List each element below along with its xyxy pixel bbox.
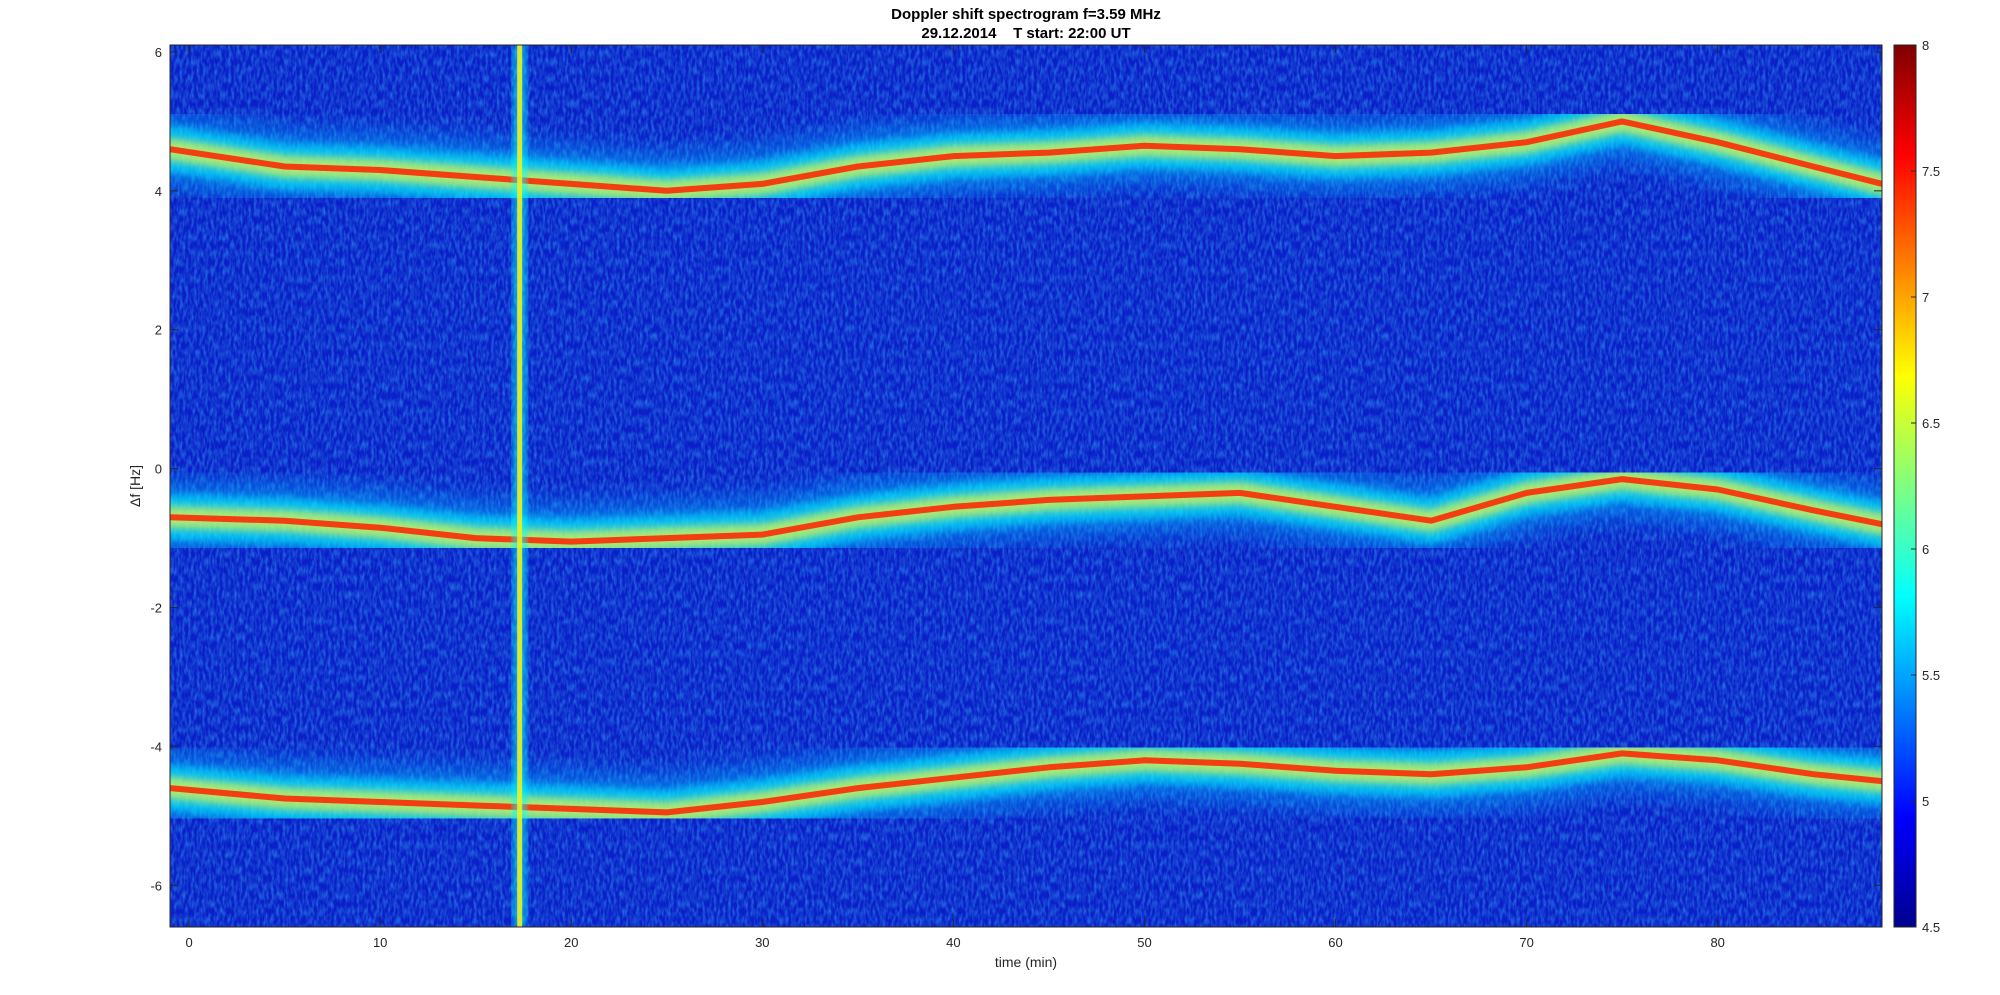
x-tick-label: 70 [1519, 935, 1533, 950]
x-tick-label: 20 [564, 935, 578, 950]
x-axis-label: time (min) [995, 954, 1057, 970]
y-tick-label: -6 [150, 878, 162, 893]
x-tick-label: 30 [755, 935, 769, 950]
vertical-interference-band [512, 45, 527, 927]
x-tick-label: 80 [1710, 935, 1724, 950]
trace-core-1 [170, 118, 1882, 194]
y-tick-label: 2 [155, 323, 162, 338]
colorbar-tick-label: 7.5 [1922, 164, 1940, 179]
colorbar-tick-label: 7 [1922, 290, 1929, 305]
colorbar-tick-label: 6.5 [1922, 416, 1940, 431]
trace-core-2 [170, 476, 1882, 545]
y-tick-label: 0 [155, 462, 162, 477]
x-tick-label: 40 [946, 935, 960, 950]
x-tick-label: 0 [185, 935, 192, 950]
colorbar-gradient [1893, 44, 1917, 928]
y-tick-label: -2 [150, 601, 162, 616]
x-tick-label: 60 [1328, 935, 1342, 950]
y-axis-label: Δf [Hz] [127, 465, 143, 507]
y-tick-label: 4 [155, 184, 162, 199]
colorbar-tick-label: 8 [1922, 38, 1929, 53]
colorbar-tick-label: 4.5 [1922, 920, 1940, 935]
colorbar-tick-label: 6 [1922, 542, 1929, 557]
vertical-band-core [517, 45, 523, 927]
y-tick-label: -4 [150, 739, 162, 754]
x-tick-label: 10 [373, 935, 387, 950]
x-tick-label: 50 [1137, 935, 1151, 950]
plot-frame [169, 44, 1883, 928]
chart-title: Doppler shift spectrogram f=3.59 MHz [891, 6, 1161, 23]
trace-core-3 [170, 750, 1882, 816]
chart-subtitle: 29.12.2014 T start: 22:00 UT [921, 25, 1130, 42]
colorbar-ticks: 8 7.5 7 6.5 6 5.5 5 4.5 [1911, 38, 1940, 935]
colorbar-tick-label: 5 [1922, 794, 1929, 809]
x-axis-ticks: 0 10 20 30 40 50 60 70 80 [185, 45, 1725, 950]
colorbar: 8 7.5 7 6.5 6 5.5 5 4.5 [1893, 38, 1940, 935]
plot-area [170, 45, 1882, 927]
y-tick-label: 6 [155, 45, 162, 60]
y-axis-ticks: 6 4 2 0 -2 -4 -6 [150, 45, 1882, 893]
colorbar-tick-label: 5.5 [1922, 668, 1940, 683]
signal-traces [170, 82, 1882, 852]
